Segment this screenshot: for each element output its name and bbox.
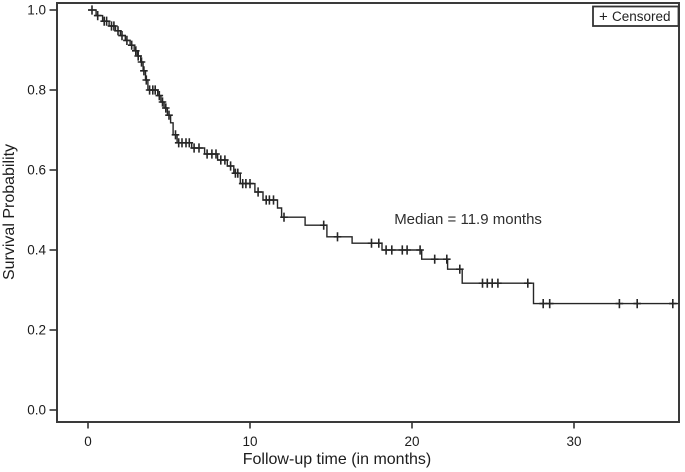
x-axis-tick-label: 10 <box>242 434 257 449</box>
curve-layer <box>88 5 679 309</box>
censor-mark <box>221 155 229 165</box>
censor-mark <box>524 278 532 288</box>
censor-mark <box>615 299 624 309</box>
censor-mark <box>494 278 502 288</box>
y-axis-tick-label: 1.0 <box>27 3 46 18</box>
median-annotation: Median = 11.9 months <box>394 211 542 228</box>
plot-frame <box>56 2 680 423</box>
censor-mark <box>367 238 376 248</box>
censor-mark <box>132 46 140 56</box>
censor-mark <box>403 245 411 255</box>
x-axis-title: Follow-up time (in months) <box>243 451 432 468</box>
censored-marker-glyph: + <box>599 8 608 25</box>
censor-mark <box>319 220 328 230</box>
censor-mark <box>669 299 677 309</box>
censor-mark <box>158 97 167 107</box>
censor-mark <box>375 238 383 248</box>
x-axis-tick-label: 0 <box>84 434 92 449</box>
censor-mark <box>387 245 396 255</box>
censor-mark <box>333 232 342 242</box>
y-axis-tick-label: 0.6 <box>27 163 46 178</box>
y-axis-tick-label: 0.4 <box>27 243 46 258</box>
censor-mark <box>118 31 126 41</box>
y-axis-tick-label: 0.0 <box>27 403 46 418</box>
survival-curve <box>88 9 679 305</box>
censor-mark <box>456 264 464 274</box>
censor-mark <box>151 85 159 95</box>
censor-mark <box>539 299 547 309</box>
censor-mark <box>430 254 439 264</box>
axis-ticks-layer: 0 10 20 30 0.0 0.2 0.4 0.6 0.8 1.0 <box>27 3 581 449</box>
legend: + Censored <box>592 5 680 27</box>
censor-mark <box>155 91 164 101</box>
censor-mark <box>102 16 111 26</box>
censor-mark <box>137 57 146 67</box>
y-axis-tick-label: 0.2 <box>27 323 46 338</box>
x-axis-tick-label: 20 <box>404 434 419 449</box>
censor-mark <box>93 11 102 21</box>
censor-mark <box>110 21 118 31</box>
censor-mark <box>123 35 131 45</box>
censor-mark <box>246 179 254 189</box>
y-axis-title: Survival Probability <box>1 144 18 280</box>
censor-mark <box>165 110 173 120</box>
legend-label: Censored <box>612 9 671 24</box>
censor-mark <box>416 245 424 255</box>
censor-mark <box>280 212 288 222</box>
censor-mark <box>226 161 235 171</box>
censor-mark <box>88 5 96 15</box>
censor-mark <box>134 51 142 61</box>
censor-mark <box>269 195 278 205</box>
censor-mark <box>212 149 220 159</box>
censor-mark <box>140 66 148 76</box>
censor-mark <box>185 138 194 148</box>
censor-mark <box>114 26 122 36</box>
censor-mark <box>127 40 136 50</box>
x-axis-tick-label: 30 <box>566 434 581 449</box>
censor-mark <box>443 254 451 264</box>
censor-mark <box>633 299 641 309</box>
censor-mark <box>162 103 170 113</box>
censor-mark <box>254 187 262 197</box>
y-axis-tick-label: 0.8 <box>27 83 46 98</box>
legend-box <box>592 5 680 27</box>
censor-mark <box>195 143 203 153</box>
censor-mark <box>234 168 242 178</box>
censor-mark <box>545 299 554 309</box>
censor-mark <box>171 130 180 140</box>
censor-mark <box>142 75 151 85</box>
